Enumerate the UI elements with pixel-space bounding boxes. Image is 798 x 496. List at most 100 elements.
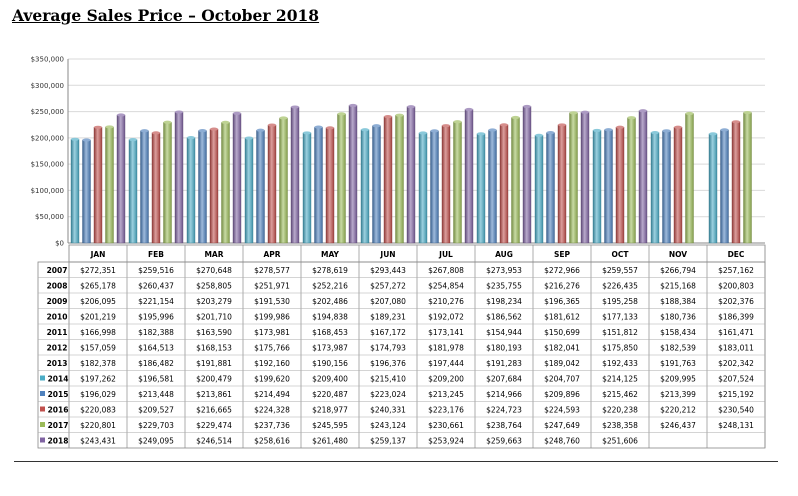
bar-cap — [500, 123, 508, 127]
chart-title: Average Sales Price – October 2018 — [12, 6, 320, 25]
series-label-2015: 2015 — [48, 390, 69, 399]
data-cell: $246,514 — [196, 437, 232, 446]
data-cell: $221,154 — [138, 297, 174, 306]
data-cell: $251,971 — [254, 282, 290, 291]
bar-cap — [94, 125, 102, 129]
bar-cap — [477, 132, 485, 136]
data-cell: $175,766 — [254, 344, 290, 353]
data-cell: $245,595 — [312, 421, 348, 430]
bar-2017-sep — [569, 112, 578, 244]
bar-2016-apr — [267, 124, 277, 244]
data-cell: $224,593 — [544, 406, 580, 415]
data-cell: $223,024 — [370, 390, 406, 399]
bar-cap — [651, 131, 659, 135]
bar-cap — [407, 105, 415, 109]
bar-cap — [685, 111, 694, 116]
y-tick-label: $150,000 — [31, 161, 64, 169]
bar-cap — [82, 138, 91, 142]
bar-cap — [71, 137, 79, 141]
bar-2016-jul — [441, 125, 451, 244]
bar-2016-aug — [499, 124, 509, 244]
data-cell: $246,437 — [660, 421, 696, 430]
bar-cap — [569, 111, 578, 115]
data-cell: $272,351 — [80, 266, 116, 275]
data-cell: $201,219 — [80, 313, 116, 322]
bar-cap — [268, 123, 276, 127]
bar-cap — [384, 115, 392, 119]
data-cell: $216,665 — [196, 406, 232, 415]
bar-2015-mar — [198, 130, 207, 244]
data-cell: $214,125 — [602, 375, 638, 384]
data-cell: $173,981 — [254, 328, 290, 337]
data-cell: $261,480 — [312, 437, 348, 446]
data-cell: $167,172 — [370, 328, 406, 337]
bar-cap — [743, 110, 752, 115]
data-cell: $230,661 — [428, 421, 464, 430]
data-cell: $226,435 — [602, 282, 638, 291]
bar-2017-nov — [685, 113, 694, 244]
legend-swatch-2014 — [40, 375, 45, 381]
data-cell: $248,131 — [718, 421, 754, 430]
x-tick-label: SEP — [554, 250, 571, 259]
bar-2018-oct — [638, 110, 648, 244]
data-cell: $195,996 — [138, 313, 174, 322]
data-cell: $213,861 — [196, 390, 232, 399]
bar-cap — [604, 128, 613, 132]
bar-cap — [337, 112, 346, 116]
x-tick-label: APR — [263, 250, 280, 259]
bar-cap — [442, 124, 450, 128]
data-cell: $258,805 — [196, 282, 232, 291]
data-cell: $175,850 — [602, 344, 638, 353]
bar-cap — [117, 113, 125, 117]
data-cell: $199,986 — [254, 313, 290, 322]
bar-2017-jan — [105, 126, 114, 244]
bar-cap — [581, 110, 589, 114]
bar-cap — [279, 116, 288, 120]
x-tick-label: MAR — [204, 250, 223, 259]
data-cell: $200,479 — [196, 375, 232, 384]
data-cell: $213,399 — [660, 390, 696, 399]
data-cell: $235,755 — [486, 282, 522, 291]
bar-2017-apr — [279, 117, 288, 244]
data-cell: $243,124 — [370, 421, 406, 430]
bar-2014-dec — [708, 133, 718, 244]
data-cell: $151,812 — [602, 328, 638, 337]
data-cell: $203,279 — [196, 297, 232, 306]
bar-cap — [256, 128, 265, 132]
data-cell: $224,723 — [486, 406, 522, 415]
bar-cap — [175, 110, 183, 114]
data-cell: $251,606 — [602, 437, 638, 446]
data-cell: $202,342 — [718, 359, 754, 368]
bar-cap — [163, 120, 172, 124]
bar-cap — [395, 113, 404, 117]
bar-2014-mar — [186, 137, 196, 244]
data-cell: $189,231 — [370, 313, 406, 322]
y-tick-label: $0 — [55, 240, 64, 248]
bar-cap — [291, 105, 299, 109]
bar-2018-apr — [290, 106, 300, 244]
bar-2014-feb — [128, 139, 138, 244]
data-cell: $192,160 — [254, 359, 290, 368]
data-cell: $293,443 — [370, 266, 406, 275]
data-cell: $181,612 — [544, 313, 580, 322]
data-cell: $267,808 — [428, 266, 464, 275]
data-cell: $278,619 — [312, 266, 348, 275]
data-cell: $243,431 — [80, 437, 116, 446]
data-cell: $186,482 — [138, 359, 174, 368]
bar-2018-sep — [580, 112, 590, 244]
series-label-2008: 2008 — [47, 282, 68, 291]
bar-cap — [372, 124, 381, 128]
data-cell: $196,376 — [370, 359, 406, 368]
data-cell: $214,494 — [254, 390, 290, 399]
data-cell: $265,178 — [80, 282, 116, 291]
x-tick-label: JUN — [379, 250, 395, 259]
data-cell: $220,083 — [80, 406, 116, 415]
data-cell: $158,434 — [660, 328, 696, 337]
bar-2018-jan — [116, 114, 126, 244]
bar-2017-feb — [163, 122, 172, 244]
data-cell: $195,258 — [602, 297, 638, 306]
data-cell: $154,944 — [486, 328, 522, 337]
legend-swatch-2016 — [40, 406, 45, 412]
data-cell: $201,710 — [196, 313, 232, 322]
